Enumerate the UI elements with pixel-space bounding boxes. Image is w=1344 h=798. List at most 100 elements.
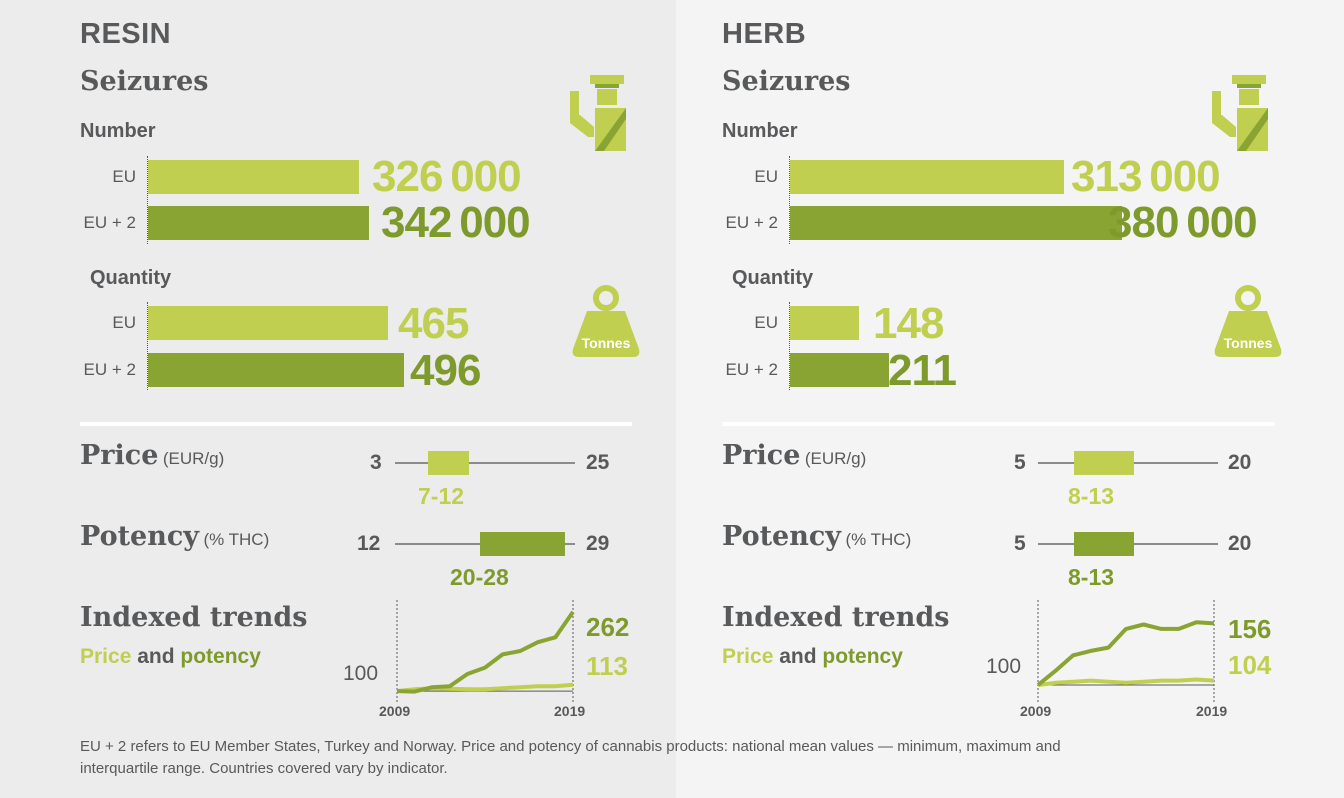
- herb-trends-price-end: 104: [1228, 650, 1272, 680]
- resin-seizures-heading: Seizures: [80, 66, 209, 97]
- resin-price-max: 25: [586, 451, 610, 474]
- herb-quantity-eu-value: 148: [873, 299, 944, 348]
- herb-panel: HERB Seizures Number EU EU + 2 313 000 3…: [676, 0, 1344, 798]
- herb-quantity-eu2-bar: [790, 353, 889, 387]
- trend-line-potency: [396, 610, 575, 694]
- herb-tonnes-label: Tonnes: [1224, 335, 1273, 351]
- resin-number-eu2-bar: [148, 206, 369, 240]
- herb-quantity-eu2-value: 211: [888, 346, 957, 395]
- herb-number-label: Number: [722, 120, 798, 142]
- resin-trends-price-end: 113: [586, 651, 628, 681]
- resin-price-range-line: [395, 462, 575, 464]
- resin-number-eu2-label: EU + 2: [83, 213, 136, 232]
- herb-potency-heading: Potency (% THC): [722, 521, 911, 552]
- herb-trends-title: Indexed trends: [722, 602, 950, 633]
- herb-potency-unit: (% THC): [845, 530, 912, 549]
- resin-quantity-eu2-label: EU + 2: [83, 360, 136, 379]
- resin-price-title: Price: [80, 440, 159, 471]
- herb-trend-chart: [1036, 600, 1215, 704]
- resin-potency-min: 12: [357, 532, 381, 555]
- herb-trends-legend: Price and potency: [722, 645, 903, 669]
- herb-quantity-label: Quantity: [732, 267, 814, 289]
- herb-price-iqr-box: [1074, 451, 1134, 475]
- resin-number-eu-bar: [148, 160, 359, 194]
- resin-number-eu-label: EU: [112, 167, 136, 186]
- herb-title: HERB: [722, 18, 807, 50]
- herb-potency-title: Potency: [722, 521, 841, 552]
- resin-title: RESIN: [80, 18, 172, 50]
- herb-seizures-heading: Seizures: [722, 66, 851, 97]
- trend-line-price: [1037, 677, 1215, 687]
- herb-potency-iqr-label: 8-13: [1068, 564, 1115, 590]
- herb-quantity-eu2-label: EU + 2: [725, 360, 778, 379]
- customs-officer-icon: [1212, 75, 1268, 151]
- resin-trends-potency-end: 262: [586, 612, 630, 642]
- herb-number-axis: [789, 156, 790, 244]
- herb-number-eu-label: EU: [754, 167, 778, 186]
- herb-potency-min: 5: [1014, 532, 1026, 555]
- resin-divider: [80, 422, 632, 426]
- resin-quantity-label: Quantity: [90, 267, 172, 289]
- resin-quantity-eu2-value: 496: [410, 346, 481, 395]
- resin-tonnes-label: Tonnes: [582, 335, 631, 351]
- resin-price-heading: Price (EUR/g): [80, 440, 224, 471]
- herb-quantity-axis: [789, 302, 790, 390]
- resin-trends-legend-and: and: [137, 645, 175, 668]
- resin-trends-legend: Price and potency: [80, 645, 261, 669]
- customs-officer-icon: [570, 75, 626, 151]
- herb-number-eu2-bar: [790, 206, 1122, 240]
- herb-price-iqr-label: 8-13: [1068, 483, 1115, 509]
- resin-panel: RESIN Seizures Number EU EU + 2 326 000 …: [0, 0, 676, 798]
- herb-trends-potency-end: 156: [1228, 614, 1272, 644]
- herb-number-eu2-value: 380 000: [1108, 198, 1258, 247]
- resin-trends-start-year: 2009: [379, 703, 411, 719]
- resin-potency-iqr-box: [480, 532, 565, 556]
- herb-trends-base-label: 100: [986, 655, 1022, 678]
- herb-divider: [722, 422, 1274, 426]
- resin-trends-legend-price: Price: [80, 645, 132, 668]
- herb-trends-legend-potency: potency: [822, 645, 903, 668]
- herb-quantity-eu-label: EU: [754, 313, 778, 332]
- herb-price-heading: Price (EUR/g): [722, 440, 866, 471]
- footnote: EU + 2 refers to EU Member States, Turke…: [80, 738, 1061, 777]
- herb-trends-start-year: 2009: [1020, 703, 1052, 719]
- resin-price-unit: (EUR/g): [162, 449, 225, 468]
- herb-price-unit: (EUR/g): [804, 449, 867, 468]
- herb-number-eu-value: 313 000: [1071, 152, 1221, 201]
- resin-price-iqr-label: 7-12: [418, 483, 465, 509]
- resin-price-min: 3: [370, 451, 382, 474]
- resin-potency-iqr-label: 20-28: [450, 564, 509, 590]
- weight-icon: Tonnes: [1214, 285, 1282, 357]
- resin-potency-title: Potency: [80, 521, 199, 552]
- herb-trends-legend-and: and: [779, 645, 817, 668]
- resin-trends-base-label: 100: [343, 662, 379, 685]
- resin-number-eu-value: 326 000: [372, 152, 522, 201]
- resin-number-axis: [147, 156, 148, 244]
- herb-price-max: 20: [1228, 451, 1252, 474]
- resin-number-label: Number: [80, 120, 156, 142]
- resin-potency-unit: (% THC): [203, 530, 270, 549]
- weight-icon: Tonnes: [572, 285, 640, 357]
- resin-trends-end-year: 2019: [554, 703, 586, 719]
- herb-price-min: 5: [1014, 451, 1026, 474]
- herb-potency-max: 20: [1228, 532, 1252, 555]
- resin-trends-legend-potency: potency: [180, 645, 261, 668]
- resin-quantity-eu-bar: [148, 306, 388, 340]
- herb-trends-end-year: 2019: [1196, 703, 1228, 719]
- herb-number-eu-bar: [790, 160, 1064, 194]
- herb-trends-legend-price: Price: [722, 645, 774, 668]
- herb-number-eu2-label: EU + 2: [725, 213, 778, 232]
- trend-line-potency: [1036, 620, 1215, 687]
- resin-quantity-eu2-bar: [148, 353, 404, 387]
- herb-potency-iqr-box: [1074, 532, 1134, 556]
- resin-quantity-axis: [147, 302, 148, 390]
- herb-quantity-eu-bar: [790, 306, 859, 340]
- resin-potency-heading: Potency (% THC): [80, 521, 269, 552]
- resin-number-eu2-value: 342 000: [381, 198, 531, 247]
- resin-potency-max: 29: [586, 532, 610, 555]
- resin-quantity-eu-value: 465: [398, 299, 469, 348]
- resin-trend-chart: [396, 600, 575, 704]
- resin-quantity-eu-label: EU: [112, 313, 136, 332]
- resin-price-iqr-box: [428, 451, 469, 475]
- resin-trends-title: Indexed trends: [80, 602, 308, 633]
